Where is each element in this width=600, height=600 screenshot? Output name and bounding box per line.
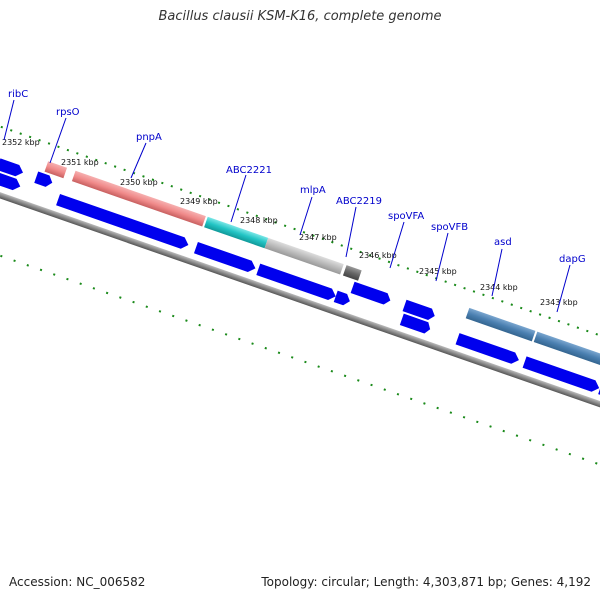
kbp-label: 2346 kbp bbox=[359, 251, 397, 260]
cds-arrow[interactable] bbox=[350, 281, 393, 306]
cds-arrow[interactable] bbox=[256, 263, 337, 302]
gene-labels: ribC rpsO pnpA ABC2221 mlpA ABC2219 spoV… bbox=[3, 89, 586, 313]
kbp-label: 2349 kbp bbox=[180, 197, 218, 206]
cds-arrow[interactable] bbox=[0, 168, 22, 192]
gene-label-spovfb[interactable]: spoVFB bbox=[431, 222, 468, 233]
topology-text: Topology: circular; Length: 4,303,871 bp… bbox=[261, 575, 591, 589]
kbp-label: 2347 kbp bbox=[299, 233, 337, 242]
gene-bar-abc2219[interactable] bbox=[342, 265, 362, 281]
kbp-label: 2350 kbp bbox=[120, 178, 158, 187]
kbp-label: 2351 kbp bbox=[61, 158, 99, 167]
gene-bar-asd[interactable] bbox=[465, 307, 536, 342]
gene-bar-abc2221[interactable] bbox=[204, 216, 269, 249]
kbp-labels: 2352 kbp 2351 kbp 2350 kbp 2349 kbp 2348… bbox=[2, 138, 578, 307]
kbp-label: 2345 kbp bbox=[419, 267, 457, 276]
gene-label-dapg[interactable]: dapG bbox=[559, 254, 586, 265]
kbp-label: 2343 kbp bbox=[540, 298, 578, 307]
gene-bar-pnpa[interactable] bbox=[71, 170, 206, 227]
gene-label-rpso[interactable]: rpsO bbox=[56, 107, 80, 118]
gene-label-spovfa[interactable]: spoVFA bbox=[388, 211, 424, 222]
cds-arrow[interactable] bbox=[193, 241, 257, 274]
gene-label-mlpa[interactable]: mlpA bbox=[300, 185, 326, 196]
gene-bar-mlpa[interactable] bbox=[264, 237, 344, 275]
cds-arrow[interactable] bbox=[399, 313, 432, 335]
gene-label-asd[interactable]: asd bbox=[494, 237, 512, 248]
cds-arrow[interactable] bbox=[522, 356, 600, 393]
cds-arrow[interactable] bbox=[333, 290, 352, 307]
gene-label-ribc[interactable]: ribC bbox=[8, 89, 28, 100]
kbp-label: 2352 kbp bbox=[2, 138, 40, 147]
gene-label-pnpa[interactable]: pnpA bbox=[136, 132, 162, 143]
upper-ruler-ticks bbox=[0, 125, 600, 365]
map-title: Bacillus clausii KSM-K16, complete genom… bbox=[158, 9, 442, 24]
kbp-label: 2344 kbp bbox=[480, 283, 518, 292]
cds-arrow[interactable] bbox=[56, 193, 190, 251]
cds-arrow[interactable] bbox=[455, 333, 521, 366]
gene-bar-rpso[interactable] bbox=[44, 161, 68, 179]
gene-label-abc2221[interactable]: ABC2221 bbox=[226, 165, 272, 176]
accession-text: Accession: NC_006582 bbox=[9, 575, 146, 589]
gene-bar-dapg[interactable] bbox=[533, 331, 600, 369]
genome-axis bbox=[0, 182, 600, 425]
kbp-label: 2348 kbp bbox=[240, 216, 278, 225]
cds-arrow[interactable] bbox=[34, 171, 54, 189]
cds-arrow[interactable] bbox=[0, 158, 25, 178]
gene-label-abc2219[interactable]: ABC2219 bbox=[336, 196, 382, 207]
cds-arrow[interactable] bbox=[402, 299, 437, 322]
